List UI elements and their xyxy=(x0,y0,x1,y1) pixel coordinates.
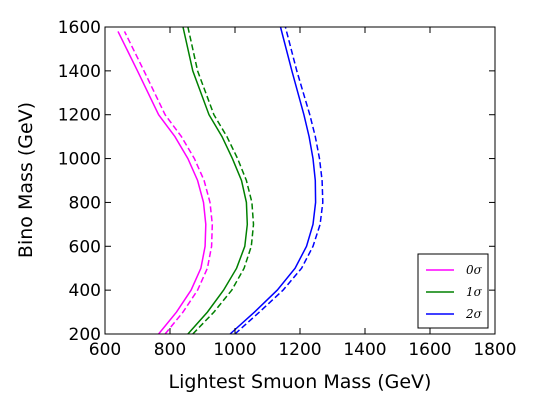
y-tick-label: 1600 xyxy=(58,18,101,38)
series-line-0-solid xyxy=(117,31,207,335)
x-tick-label: 1400 xyxy=(343,340,386,360)
series-line-4-solid xyxy=(229,26,317,335)
y-axis-title: Bino Mass (GeV) xyxy=(15,102,37,258)
x-axis-title: Lightest Smuon Mass (GeV) xyxy=(169,371,432,393)
series-line-2-solid xyxy=(182,26,249,335)
series-line-1-dashed xyxy=(123,31,214,335)
curves xyxy=(117,26,324,335)
y-tick-label: 800 xyxy=(69,193,101,213)
series-line-5-dashed xyxy=(234,26,324,335)
series-line-3-dashed xyxy=(187,26,255,335)
y-tick-label: 600 xyxy=(69,237,101,257)
legend-label: 1σ xyxy=(466,285,483,299)
y-tick-label: 1000 xyxy=(58,150,101,170)
legend-label: 0σ xyxy=(466,263,483,277)
x-tick-label: 1800 xyxy=(473,340,516,360)
y-ticks: 200 400 600 800 1000 1200 1400 1600 xyxy=(58,18,495,345)
y-tick-label: 1400 xyxy=(58,62,101,82)
x-tick-label: 600 xyxy=(89,340,121,360)
legend-box xyxy=(417,253,489,329)
y-tick-label: 200 xyxy=(69,325,101,345)
x-tick-label: 1600 xyxy=(408,340,451,360)
y-tick-label: 400 xyxy=(69,281,101,301)
x-tick-label: 1000 xyxy=(213,340,256,360)
legend-label: 2σ xyxy=(465,307,483,321)
x-tick-label: 800 xyxy=(154,340,186,360)
y-tick-label: 1200 xyxy=(58,106,101,126)
x-ticks: 600 800 1000 1200 1400 1600 1800 xyxy=(89,27,517,360)
x-tick-label: 1200 xyxy=(278,340,321,360)
legend: 0σ 1σ 2σ xyxy=(417,253,489,329)
